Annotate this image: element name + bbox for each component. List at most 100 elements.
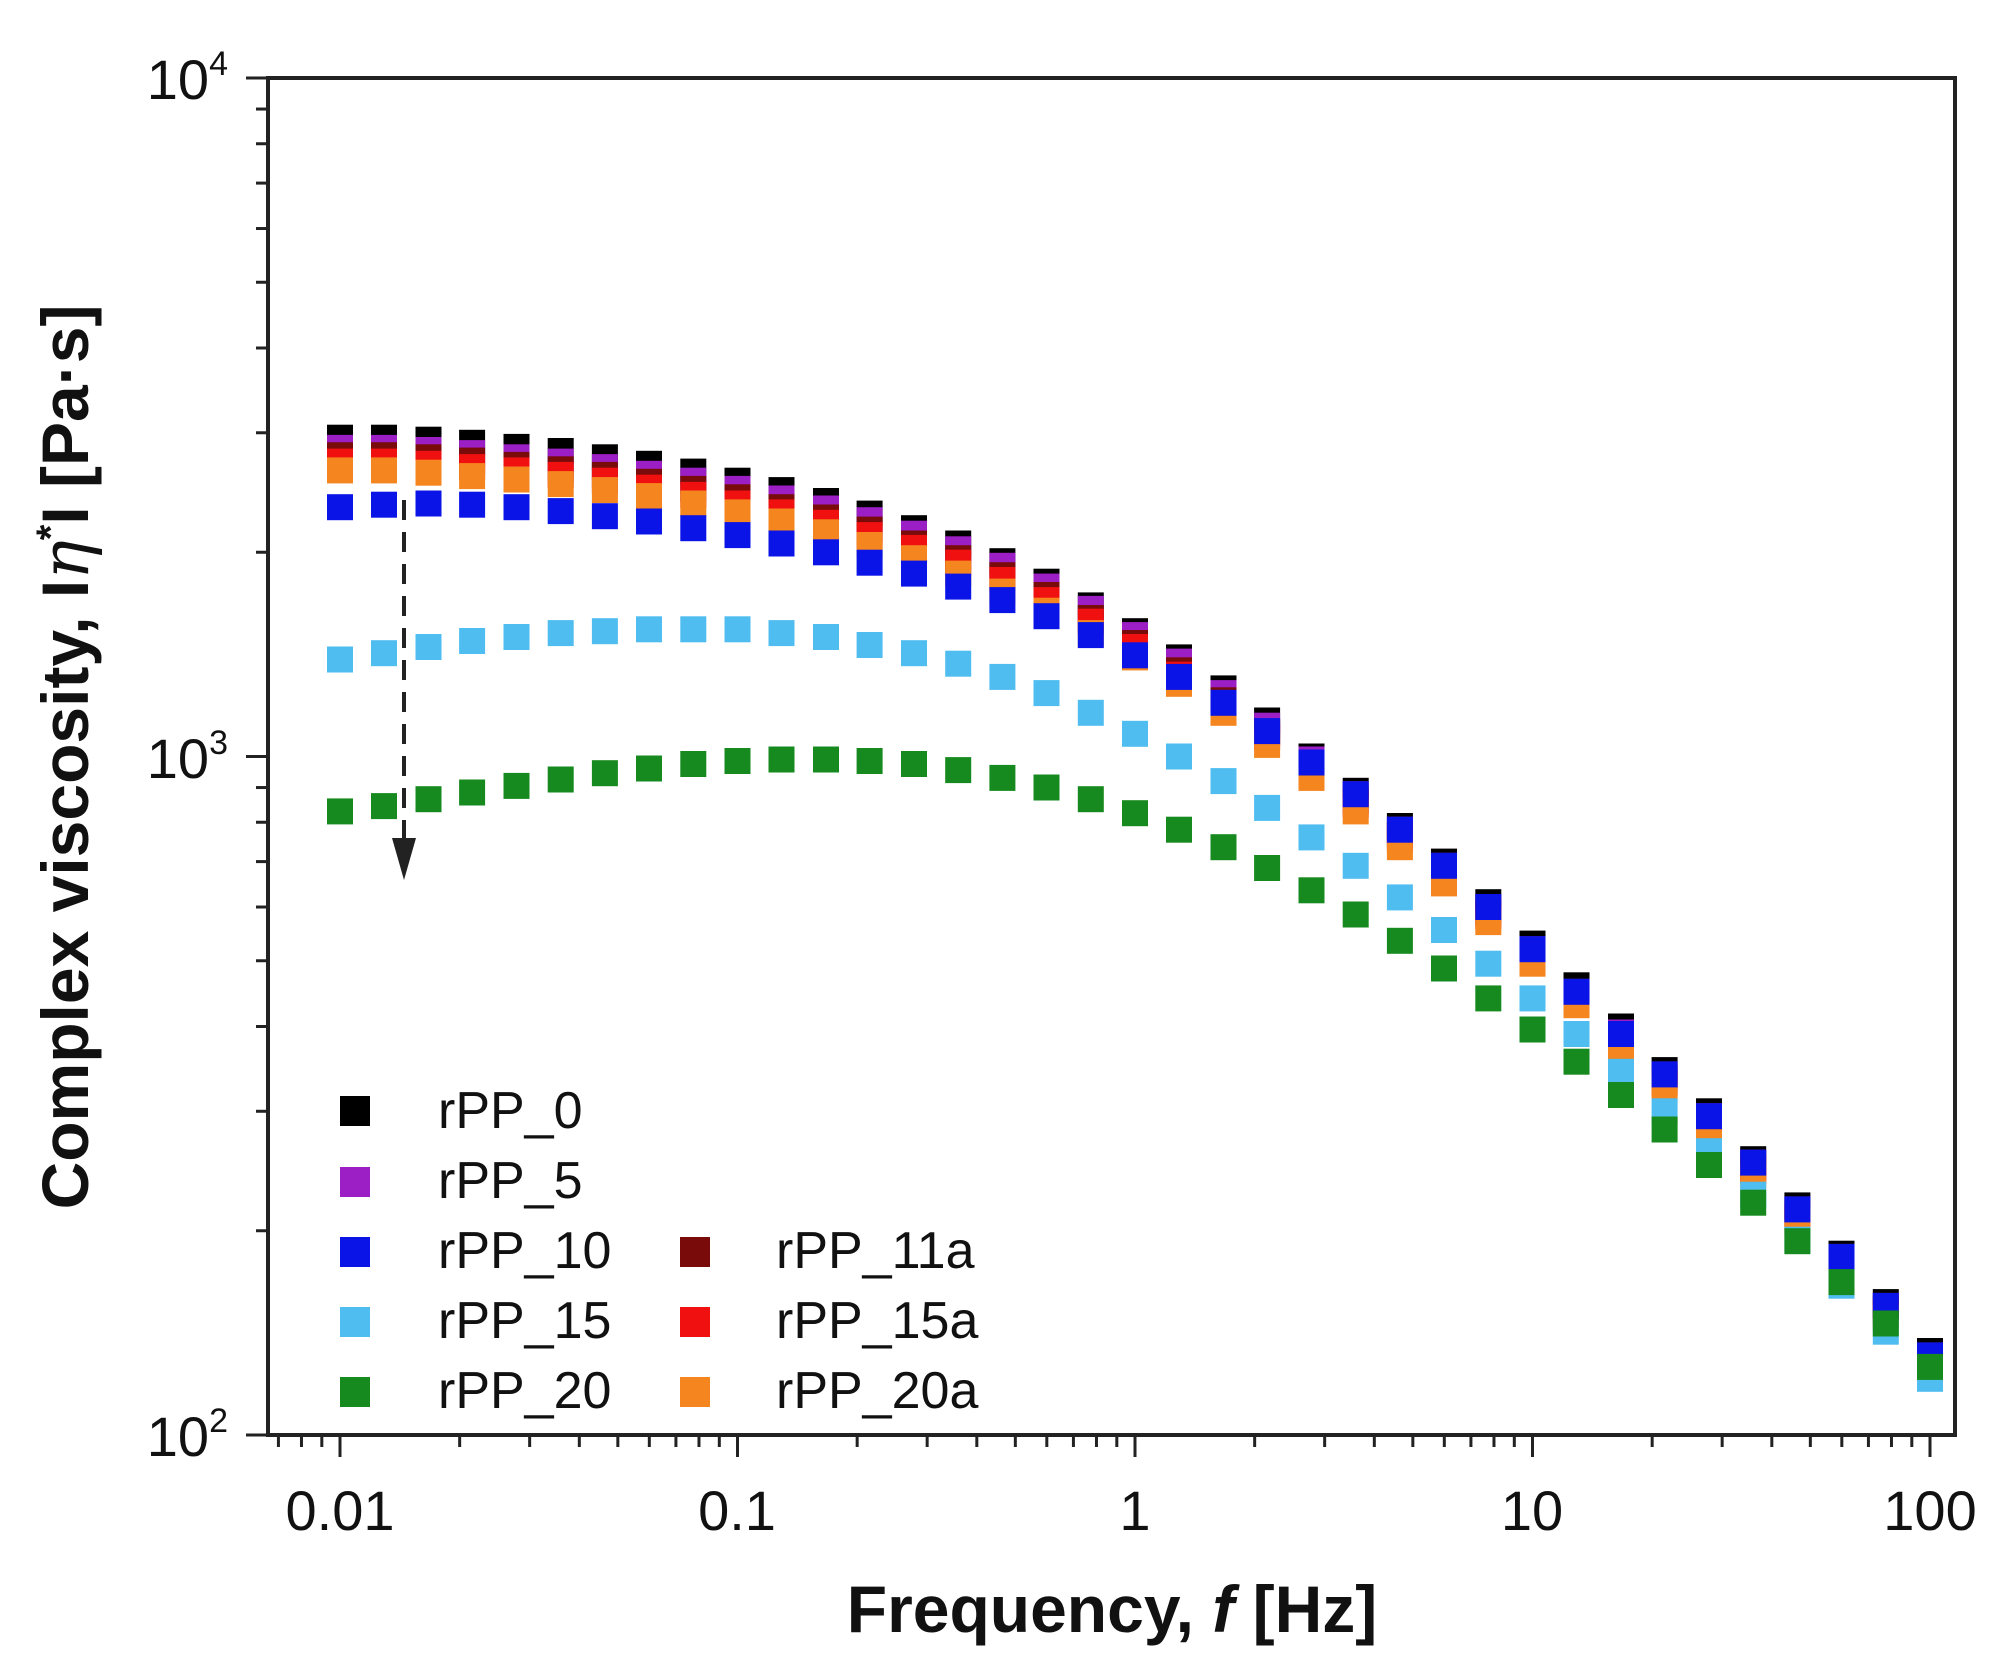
marker-rpp-20 [1917, 1353, 1943, 1380]
marker-rpp-10 [1254, 718, 1281, 745]
x-axis-title-unit: [Hz] [1234, 1572, 1377, 1646]
marker-rpp-10 [989, 587, 1016, 614]
marker-rpp-10 [327, 494, 353, 521]
marker-rpp-20 [371, 793, 397, 820]
marker-rpp-15 [1033, 680, 1060, 707]
marker-rpp-10 [503, 494, 530, 521]
legend-label-rpp-20a: rPP_20a [776, 1362, 978, 1420]
marker-rpp-20 [636, 755, 662, 782]
y-axis-title-star: * [29, 524, 73, 540]
marker-rpp-10 [813, 539, 839, 566]
marker-rpp-10 [1122, 642, 1148, 669]
legend-label-rpp-20: rPP_20 [438, 1362, 611, 1420]
axis-ticks [246, 76, 1932, 1457]
marker-rpp-10 [1608, 1021, 1634, 1047]
marker-rpp-10 [724, 522, 751, 549]
marker-rpp-15 [327, 646, 353, 673]
legend-label-rpp-15a: rPP_15a [776, 1292, 978, 1350]
legend-label-rpp-15: rPP_15 [438, 1292, 611, 1350]
marker-rpp-10 [1431, 852, 1457, 879]
marker-rpp-20 [856, 748, 883, 774]
legend-swatch-rpp-15a [680, 1307, 710, 1337]
y-axis-title: Complex viscosity, Iη*I [Pa·s] [27, 305, 104, 1210]
marker-rpp-15 [371, 640, 397, 667]
x-tick-label: 100 [1883, 1479, 1976, 1542]
marker-rpp-20 [680, 751, 707, 777]
marker-rpp-10 [1298, 749, 1325, 776]
marker-rpp-20 [724, 748, 751, 774]
marker-rpp-10 [1077, 622, 1104, 649]
marker-rpp-20a [415, 459, 442, 486]
marker-rpp-15 [901, 640, 927, 667]
marker-rpp-10 [1475, 894, 1502, 920]
marker-rpp-15 [768, 620, 795, 647]
marker-rpp-10 [1784, 1196, 1811, 1223]
marker-rpp-10 [1828, 1243, 1855, 1270]
marker-rpp-20 [503, 772, 530, 799]
legend-swatch-rpp-11a [680, 1237, 710, 1267]
y-tick-label: 103 [147, 724, 228, 790]
marker-rpp-20 [1122, 800, 1148, 827]
marker-rpp-20 [901, 751, 927, 777]
marker-rpp-20 [945, 757, 972, 784]
y-tick-exponent: 4 [209, 45, 228, 83]
marker-rpp-10 [1651, 1061, 1678, 1088]
marker-rpp-20 [1475, 985, 1502, 1012]
marker-rpp-10 [371, 491, 397, 518]
marker-rpp-10 [1033, 603, 1060, 630]
x-tick-label: 10 [1501, 1479, 1563, 1542]
marker-rpp-15 [724, 616, 751, 643]
marker-rpp-15 [1077, 699, 1104, 726]
marker-rpp-10 [856, 549, 883, 576]
marker-rpp-20 [1166, 816, 1192, 843]
marker-rpp-10 [459, 491, 486, 518]
marker-rpp-20 [1872, 1310, 1899, 1337]
marker-rpp-20a [327, 457, 353, 484]
marker-rpp-20 [768, 746, 795, 773]
x-axis-title-main: Frequency, [847, 1572, 1213, 1646]
marker-rpp-20 [1386, 927, 1413, 954]
marker-rpp-10 [547, 498, 574, 525]
marker-rpp-15 [856, 632, 883, 658]
legend-swatch-rpp-5 [340, 1167, 370, 1197]
legend-swatch-rpp-15 [340, 1307, 370, 1337]
marker-rpp-15 [813, 624, 839, 650]
marker-rpp-15 [1608, 1058, 1634, 1085]
x-tick-label: 0.01 [286, 1479, 395, 1542]
marker-rpp-10 [1166, 663, 1192, 690]
marker-rpp-15 [945, 650, 972, 677]
marker-rpp-20 [1254, 855, 1281, 881]
marker-rpp-15 [680, 616, 707, 643]
marker-rpp-20 [1696, 1152, 1722, 1178]
y-axis-title-prefix: Complex viscosity, I [28, 580, 102, 1210]
marker-rpp-15 [459, 628, 486, 654]
marker-rpp-20 [591, 760, 618, 787]
marker-rpp-10 [945, 573, 972, 600]
plot-area [266, 76, 1957, 1437]
marker-rpp-10 [768, 530, 795, 557]
marker-rpp-20 [1608, 1082, 1634, 1108]
x-tick-label: 1 [1119, 1479, 1150, 1542]
legend-swatch-rpp-20a [680, 1377, 710, 1407]
legend-label-rpp-10: rPP_10 [438, 1222, 611, 1280]
marker-rpp-15 [415, 634, 442, 660]
legend-swatch-rpp-10 [340, 1237, 370, 1267]
marker-rpp-20 [1651, 1116, 1678, 1143]
marker-rpp-15 [1166, 743, 1192, 770]
marker-rpp-10 [901, 560, 927, 587]
marker-rpp-20a [724, 499, 751, 526]
data-markers [327, 424, 1943, 1392]
x-tick-label: 0.1 [698, 1479, 776, 1542]
legend-label-rpp-11a: rPP_11a [776, 1222, 975, 1280]
marker-rpp-20a [636, 483, 662, 510]
legend-label-rpp-0: rPP_0 [438, 1082, 583, 1140]
y-tick-base: 10 [147, 1405, 209, 1468]
marker-rpp-15 [1475, 950, 1502, 977]
marker-rpp-20a [680, 490, 707, 517]
marker-rpp-10 [1740, 1149, 1767, 1176]
marker-rpp-15 [1298, 824, 1325, 851]
y-tick-base: 10 [147, 727, 209, 790]
marker-rpp-20a [459, 463, 486, 490]
marker-rpp-20 [989, 764, 1016, 791]
